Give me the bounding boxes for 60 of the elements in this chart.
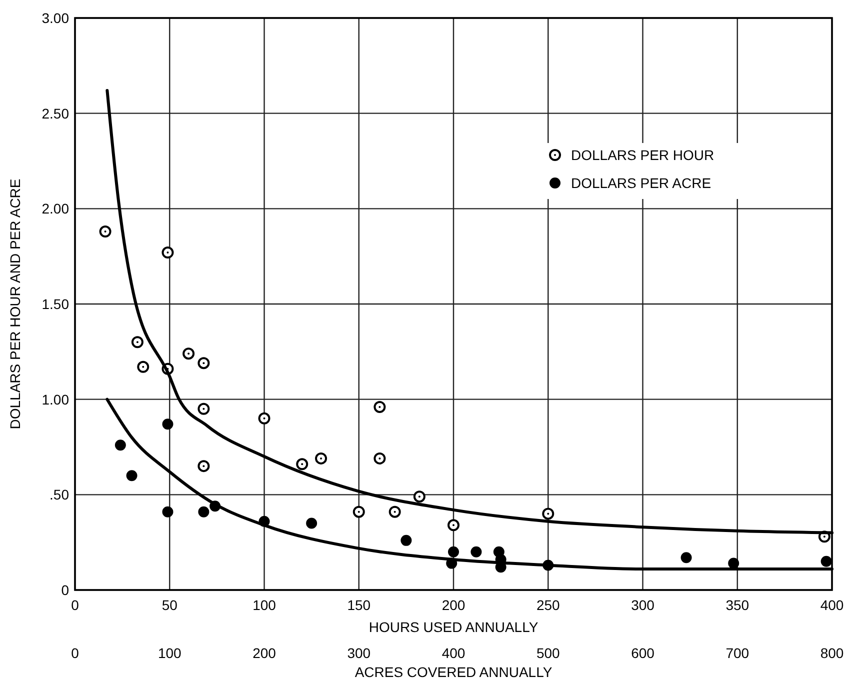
x-tick-label: 250: [536, 597, 560, 613]
point: [162, 506, 174, 518]
point: [198, 357, 210, 370]
y-tick-label: 3.00: [42, 10, 70, 26]
x2-tick-label: 300: [347, 645, 371, 661]
x2-tick-label: 500: [536, 645, 560, 661]
y-tick-label: 1.00: [42, 391, 70, 408]
x-tick-label: 100: [252, 597, 276, 613]
point: [306, 518, 318, 529]
point: [162, 246, 174, 259]
y-tick-label: 0: [61, 582, 70, 598]
x-axis-title: HOURS USED ANNUALLY: [368, 619, 539, 635]
y-tick-label: .50: [50, 486, 70, 503]
point: [542, 508, 554, 520]
x2-tick-label: 700: [726, 645, 750, 661]
x-tick-label: 150: [347, 597, 371, 613]
x2-axis-title: ACRES COVERED ANNUALLY: [354, 664, 553, 680]
point: [400, 534, 412, 546]
x-tick-label: 300: [631, 597, 655, 613]
x-tick-label: 200: [442, 597, 466, 613]
point: [198, 402, 210, 415]
x2-tick-label: 800: [820, 645, 844, 661]
x2-tick-label: 0: [71, 645, 80, 661]
y-tick-label: 2.50: [42, 105, 70, 122]
point: [137, 360, 150, 373]
point: [374, 400, 386, 413]
point: [728, 558, 740, 569]
x2-tick-label: 400: [442, 645, 466, 661]
point: [388, 506, 401, 518]
x2-tick-label: 100: [158, 645, 182, 661]
point: [470, 546, 482, 558]
point: [114, 440, 126, 451]
point: [131, 336, 144, 348]
point: [198, 506, 210, 518]
legend-label: DOLLARS PER HOUR: [571, 147, 714, 163]
y-tick-label: 2.00: [42, 200, 70, 217]
x2-tick-label: 200: [252, 645, 276, 661]
x-tick-label: 350: [726, 597, 750, 613]
point: [99, 226, 112, 238]
point: [413, 490, 426, 503]
y-tick-label: 1.50: [42, 296, 70, 312]
point: [162, 418, 174, 430]
point: [680, 552, 692, 564]
point: [296, 458, 308, 470]
point: [182, 348, 195, 360]
x-tick-label: 400: [820, 597, 844, 613]
x2-tick-label: 600: [631, 645, 655, 661]
point: [315, 452, 328, 464]
point: [352, 506, 365, 518]
point: [448, 519, 460, 532]
point: [258, 412, 270, 424]
point: [820, 556, 832, 567]
x-tick-label: 0: [71, 597, 80, 613]
y-axis-title: DOLLARS PER HOUR AND PER ACRE: [7, 178, 23, 430]
x-tick-label: 50: [162, 597, 178, 613]
legend-label: DOLLARS PER ACRE: [571, 175, 712, 191]
point: [198, 460, 210, 472]
point: [448, 546, 459, 558]
point: [374, 452, 386, 464]
point: [126, 470, 138, 482]
